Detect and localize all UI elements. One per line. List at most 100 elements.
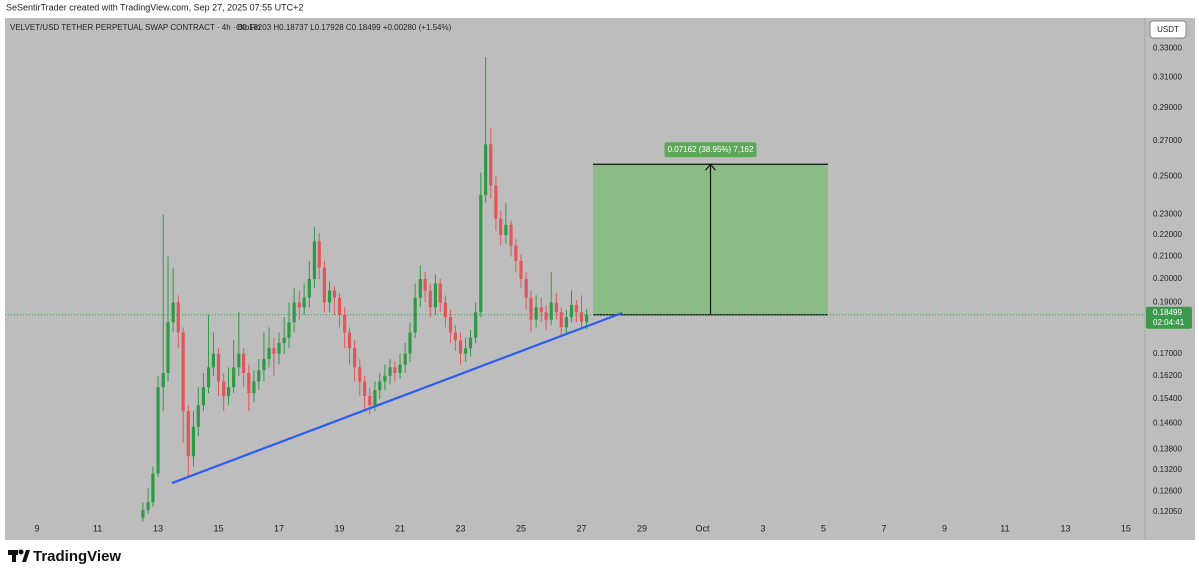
candle-body (232, 367, 236, 388)
candle-body (464, 348, 468, 354)
candle-body (156, 387, 160, 474)
candle-body (514, 245, 518, 261)
last-price-label: 0.18499 (1153, 308, 1182, 317)
tradingview-logo (8, 549, 30, 562)
candle-body (484, 144, 488, 196)
y-tick-label: 0.25000 (1153, 171, 1182, 180)
y-tick-label: 0.20000 (1153, 274, 1182, 283)
candle-body (433, 283, 438, 308)
candle-body (211, 353, 216, 368)
candle-body (252, 381, 256, 394)
candle-body (332, 290, 336, 298)
y-tick-label: 0.21000 (1153, 252, 1182, 261)
candle-body (423, 278, 427, 291)
x-tick-label: 21 (395, 523, 405, 533)
candle-body (196, 405, 200, 427)
logo-shape (18, 549, 24, 555)
candle-body (494, 185, 498, 219)
y-tick-label: 0.15400 (1153, 394, 1182, 403)
candle-body (383, 375, 387, 382)
candle-body (337, 297, 342, 315)
candle-body (176, 302, 180, 333)
y-tick-label: 0.17000 (1153, 349, 1182, 358)
candle-body (438, 283, 442, 303)
candle-body (468, 337, 473, 349)
candle-body (443, 302, 447, 318)
y-tick-label: 0.33000 (1153, 44, 1182, 53)
candle-body (504, 224, 508, 236)
candle-body (564, 317, 568, 328)
x-tick-label: 25 (516, 523, 526, 533)
candle-body (574, 304, 578, 313)
x-tick-label: Oct (695, 523, 710, 533)
x-tick-label: 11 (93, 523, 102, 533)
candle-body (302, 297, 306, 308)
y-tick-label: 0.13800 (1153, 445, 1182, 454)
candle-body (242, 353, 246, 373)
candle-body (307, 278, 311, 298)
y-tick-label: 0.16200 (1153, 371, 1182, 380)
candle-body (579, 312, 584, 322)
candle-body (373, 390, 377, 406)
y-tick-label: 0.14600 (1153, 419, 1182, 428)
y-tick-label: 0.31000 (1153, 72, 1182, 81)
candle-body (453, 332, 457, 341)
measure-arrowhead (705, 163, 716, 171)
x-tick-label: 23 (456, 523, 466, 533)
y-tick-label: 0.22000 (1153, 230, 1182, 239)
candle-body (585, 314, 589, 323)
candle-body (378, 381, 382, 391)
candle-body (146, 502, 150, 511)
candle-body (277, 342, 281, 354)
x-tick-label: 13 (1060, 523, 1070, 533)
measure-label: 0.07162 (38.95%) 7,162 (668, 145, 754, 154)
candle-body (458, 340, 463, 354)
candle-body (257, 370, 261, 382)
x-tick-label: 9 (35, 523, 40, 533)
candle-body (539, 307, 543, 313)
candle-body (509, 224, 513, 246)
candle-body (282, 337, 286, 343)
candle-body (408, 332, 412, 354)
y-tick-label: 0.23000 (1153, 210, 1182, 219)
candle-body (529, 297, 533, 320)
candle-body (322, 267, 327, 303)
brand-name: TradingView (33, 548, 121, 565)
logo-shape (12, 550, 16, 562)
price-tag (1146, 306, 1192, 329)
candle-body (479, 195, 483, 313)
currency-label: USDT (1157, 25, 1179, 34)
candle-body (226, 387, 231, 397)
candle-body (166, 322, 170, 373)
header-text: SeSentirTrader created with TradingView.… (6, 2, 303, 12)
y-tick-label: 0.12600 (1153, 486, 1182, 495)
candle-body (186, 411, 190, 457)
candle-body (191, 426, 196, 457)
candle-body (216, 353, 221, 382)
candle-body (549, 302, 553, 320)
candle-body (141, 510, 145, 518)
x-tick-label: 17 (274, 523, 284, 533)
candle-body (267, 348, 271, 360)
measure-label-box (664, 142, 757, 158)
candle-body (287, 322, 291, 338)
x-tick-label: 13 (153, 523, 163, 533)
candle-body (398, 364, 402, 373)
candle-body (206, 367, 211, 388)
x-tick-label: 3 (760, 523, 765, 533)
candle-body (544, 312, 548, 320)
x-tick-label: 7 (881, 523, 886, 533)
currency-button[interactable] (1149, 20, 1187, 39)
candle-body (161, 372, 165, 388)
candle-body (151, 473, 155, 503)
candle-body (327, 290, 332, 303)
y-tick-label: 0.12050 (1153, 507, 1182, 516)
candle-body (569, 304, 574, 318)
y-tick-label: 0.27000 (1153, 136, 1182, 145)
candle-body (363, 381, 367, 397)
candle-body (297, 302, 301, 308)
candle-body (262, 359, 266, 371)
candle-body (403, 353, 407, 365)
candle-body (343, 314, 347, 333)
candle-body (368, 396, 372, 406)
